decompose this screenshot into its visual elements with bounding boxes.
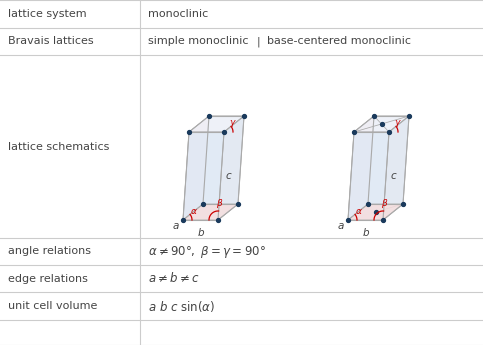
Text: Bravais lattices: Bravais lattices — [8, 37, 94, 47]
Text: simple monoclinic: simple monoclinic — [148, 37, 248, 47]
Text: γ: γ — [394, 118, 399, 127]
Text: β: β — [216, 199, 222, 208]
Text: β: β — [381, 199, 387, 208]
Text: a: a — [172, 221, 179, 231]
Polygon shape — [203, 116, 244, 204]
Text: c: c — [226, 171, 232, 181]
Text: b: b — [197, 228, 204, 238]
Text: α: α — [191, 207, 197, 216]
Text: $a\ b\ c\ \sin(\alpha)$: $a\ b\ c\ \sin(\alpha)$ — [148, 298, 215, 314]
Polygon shape — [368, 116, 409, 204]
Polygon shape — [354, 116, 409, 132]
Text: |: | — [256, 36, 260, 47]
Polygon shape — [348, 204, 403, 220]
Polygon shape — [218, 116, 244, 220]
Polygon shape — [348, 132, 389, 220]
Text: α: α — [356, 207, 362, 216]
Text: $a \neq b \neq c$: $a \neq b \neq c$ — [148, 272, 200, 286]
Text: lattice system: lattice system — [8, 9, 86, 19]
Text: c: c — [391, 171, 397, 181]
Polygon shape — [183, 204, 238, 220]
Text: monoclinic: monoclinic — [148, 9, 208, 19]
Text: base-centered monoclinic: base-centered monoclinic — [267, 37, 411, 47]
Text: γ: γ — [229, 118, 234, 127]
Text: edge relations: edge relations — [8, 274, 88, 284]
Text: unit cell volume: unit cell volume — [8, 301, 98, 311]
Polygon shape — [189, 116, 244, 132]
Text: a: a — [338, 221, 344, 231]
Polygon shape — [383, 116, 409, 220]
Text: $\alpha \neq 90°,\ \beta = \gamma = 90°$: $\alpha \neq 90°,\ \beta = \gamma = 90°$ — [148, 244, 266, 259]
Polygon shape — [183, 132, 224, 220]
Text: b: b — [362, 228, 369, 238]
Text: lattice schematics: lattice schematics — [8, 141, 109, 151]
Text: angle relations: angle relations — [8, 246, 91, 256]
Polygon shape — [348, 116, 374, 220]
Polygon shape — [183, 116, 209, 220]
